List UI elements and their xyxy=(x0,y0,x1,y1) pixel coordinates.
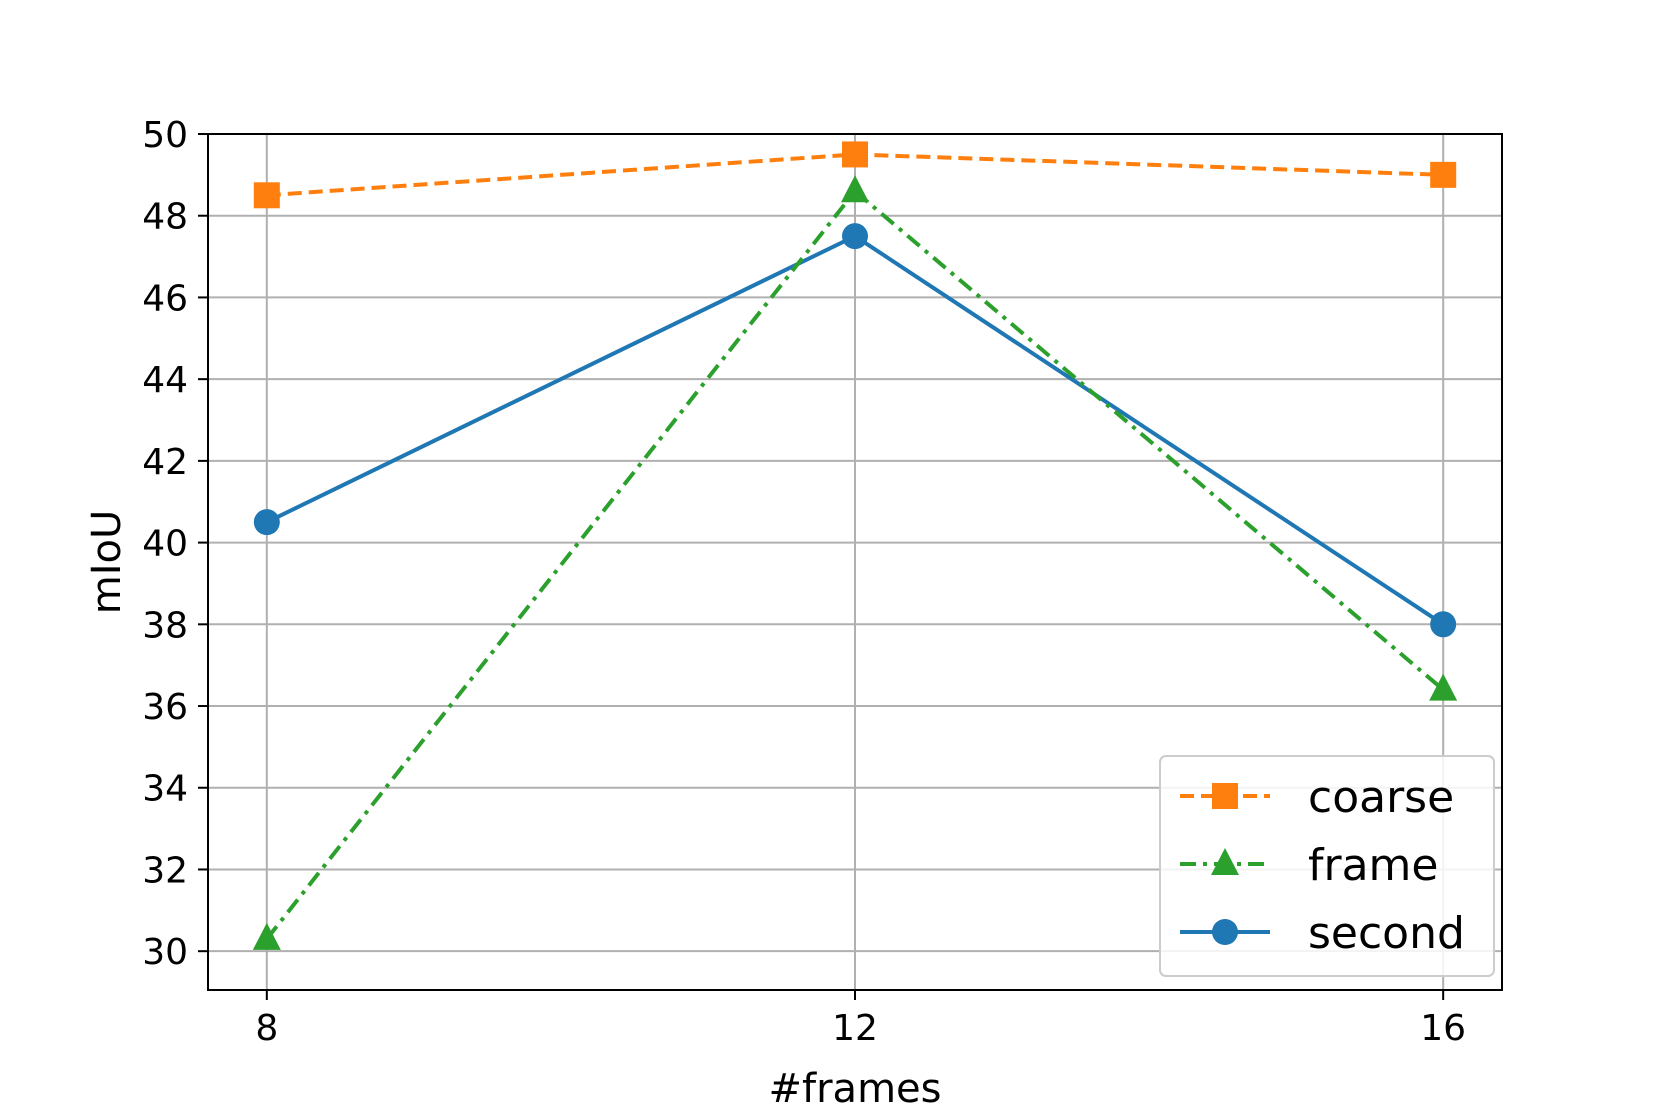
data-point-second xyxy=(253,509,280,536)
legend-entry-second: second xyxy=(1180,908,1465,959)
x-tick-label: 16 xyxy=(1420,1008,1466,1049)
legend-box xyxy=(1159,755,1495,977)
x-tick-label: 8 xyxy=(255,1008,278,1049)
x-axis-label: #frames xyxy=(769,1066,942,1107)
data-point-second xyxy=(1430,611,1457,638)
legend: coarse frame second xyxy=(1159,755,1495,977)
data-point-coarse xyxy=(1430,161,1457,188)
data-point-coarse xyxy=(842,141,868,168)
series-frame xyxy=(252,175,1458,950)
axis-ticks: 8 12 16 30 32 34 36 38 40 42 44 46 48 50 xyxy=(142,115,1466,1049)
data-point-coarse xyxy=(253,182,280,209)
legend-marker-second xyxy=(1212,919,1238,945)
series-second xyxy=(253,223,1457,638)
legend-entry-frame: frame xyxy=(1180,840,1438,891)
legend-label-frame: frame xyxy=(1308,840,1438,891)
y-tick-label: 48 xyxy=(142,197,188,238)
legend-marker-coarse xyxy=(1212,783,1238,809)
series-layer xyxy=(252,141,1458,950)
y-tick-label: 46 xyxy=(142,278,188,319)
data-point-second xyxy=(842,223,868,250)
legend-entry-coarse: coarse xyxy=(1180,772,1454,823)
data-point-frame xyxy=(252,922,281,950)
data-point-frame xyxy=(1429,673,1458,701)
legend-marker-frame xyxy=(1211,848,1239,875)
y-tick-label: 50 xyxy=(142,115,188,156)
series-coarse xyxy=(253,141,1457,209)
x-tick-label: 12 xyxy=(832,1008,878,1049)
y-tick-label: 44 xyxy=(142,360,188,401)
y-tick-label: 32 xyxy=(142,850,188,891)
y-tick-label: 36 xyxy=(142,687,188,728)
data-point-frame xyxy=(841,175,869,203)
legend-label-second: second xyxy=(1308,908,1465,959)
y-tick-label: 34 xyxy=(142,769,188,810)
y-tick-label: 38 xyxy=(142,605,188,646)
y-tick-label: 40 xyxy=(142,524,188,565)
y-tick-label: 30 xyxy=(142,932,188,973)
y-axis-label: mIoU xyxy=(84,510,130,615)
series-line-frame xyxy=(265,188,1445,941)
y-tick-label: 42 xyxy=(142,442,188,483)
legend-label-coarse: coarse xyxy=(1308,772,1454,823)
